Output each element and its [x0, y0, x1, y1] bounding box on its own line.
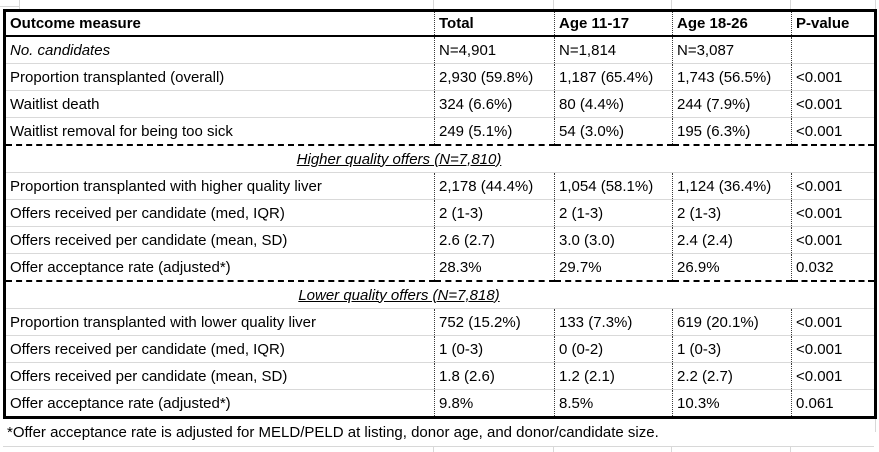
table-cell[interactable]: 1,124 (36.4%)	[672, 172, 792, 200]
table-cell[interactable]: <0.001	[791, 335, 876, 363]
table-cell[interactable]: 8.5%	[554, 389, 673, 418]
table-cell[interactable]: 10.3%	[672, 389, 792, 418]
table-row-offers-med-iqr-lower: Offers received per candidate (med, IQR)…	[4, 335, 876, 363]
row-label[interactable]: Offers received per candidate (med, IQR)	[4, 199, 435, 227]
table-cell[interactable]: 133 (7.3%)	[554, 308, 673, 336]
section-header-cell[interactable]: Lower quality offers (N=7,818)	[4, 281, 876, 309]
table-row-no-candidates: No. candidates N=4,901 N=1,814 N=3,087	[4, 36, 876, 64]
gridline	[433, 0, 434, 9]
table-cell[interactable]: 2.6 (2.7)	[434, 226, 555, 254]
gridline	[433, 447, 434, 452]
outcomes-table-sheet: Outcome measure Total Age 11-17 Age 18-2…	[3, 9, 877, 452]
row-label[interactable]: No. candidates	[4, 36, 435, 64]
table-row-waitlist-death: Waitlist death 324 (6.6%) 80 (4.4%) 244 …	[4, 90, 876, 118]
row-label[interactable]: Offers received per candidate (med, IQR)	[4, 335, 435, 363]
table-cell[interactable]: 619 (20.1%)	[672, 308, 792, 336]
outcomes-table: Outcome measure Total Age 11-17 Age 18-2…	[3, 9, 877, 419]
table-cell[interactable]: 324 (6.6%)	[434, 90, 555, 118]
table-cell[interactable]: 80 (4.4%)	[554, 90, 673, 118]
row-label[interactable]: Proportion transplanted with higher qual…	[4, 172, 435, 200]
table-row-offers-mean-sd-higher: Offers received per candidate (mean, SD)…	[4, 226, 876, 254]
table-cell[interactable]: <0.001	[791, 199, 876, 227]
table-cell[interactable]: 2.4 (2.4)	[672, 226, 792, 254]
gridline	[0, 6, 19, 7]
table-cell[interactable]: 1 (0-3)	[434, 335, 555, 363]
row-label[interactable]: Offer acceptance rate (adjusted*)	[4, 389, 435, 418]
col-header-p-value[interactable]: P-value	[791, 10, 876, 37]
table-cell[interactable]: <0.001	[791, 362, 876, 390]
table-cell[interactable]: 1,054 (58.1%)	[554, 172, 673, 200]
table-cell[interactable]: 2,930 (59.8%)	[434, 63, 555, 91]
row-label[interactable]: Offers received per candidate (mean, SD)	[4, 362, 435, 390]
table-cell[interactable]: N=4,901	[434, 36, 555, 64]
table-cell[interactable]: 28.3%	[434, 253, 555, 282]
table-cell[interactable]: 54 (3.0%)	[554, 117, 673, 146]
table-cell[interactable]: 1,187 (65.4%)	[554, 63, 673, 91]
table-cell[interactable]: 3.0 (3.0)	[554, 226, 673, 254]
row-label[interactable]: Waitlist removal for being too sick	[4, 117, 435, 146]
section-title: Lower quality offers (N=7,818)	[298, 286, 500, 304]
table-cell[interactable]: <0.001	[791, 172, 876, 200]
table-cell[interactable]: 249 (5.1%)	[434, 117, 555, 146]
table-cell[interactable]: 2.2 (2.7)	[672, 362, 792, 390]
table-cell[interactable]: 752 (15.2%)	[434, 308, 555, 336]
section-title: Higher quality offers (N=7,810)	[296, 150, 502, 168]
table-cell[interactable]: N=3,087	[672, 36, 792, 64]
table-row-offers-med-iqr-higher: Offers received per candidate (med, IQR)…	[4, 199, 876, 227]
table-cell[interactable]: <0.001	[791, 90, 876, 118]
table-cell[interactable]: N=1,814	[554, 36, 673, 64]
table-row-waitlist-removal: Waitlist removal for being too sick 249 …	[4, 117, 876, 146]
gridline	[553, 447, 554, 452]
table-cell[interactable]: 244 (7.9%)	[672, 90, 792, 118]
table-cell[interactable]: 2 (1-3)	[434, 199, 555, 227]
row-label[interactable]: Offer acceptance rate (adjusted*)	[4, 253, 435, 282]
table-cell[interactable]: <0.001	[791, 117, 876, 146]
table-cell[interactable]: 195 (6.3%)	[672, 117, 792, 146]
table-cell[interactable]: 1.2 (2.1)	[554, 362, 673, 390]
table-cell[interactable]: 0 (0-2)	[554, 335, 673, 363]
table-cell[interactable]: <0.001	[791, 63, 876, 91]
table-cell[interactable]: <0.001	[791, 308, 876, 336]
footnote[interactable]: *Offer acceptance rate is adjusted for M…	[3, 419, 874, 447]
table-cell[interactable]: 2 (1-3)	[672, 199, 792, 227]
gridline	[671, 0, 672, 9]
row-label[interactable]: Proportion transplanted (overall)	[4, 63, 435, 91]
table-row-offer-acceptance-higher: Offer acceptance rate (adjusted*) 28.3% …	[4, 253, 876, 282]
table-cell[interactable]: 9.8%	[434, 389, 555, 418]
section-header-lower-quality: Lower quality offers (N=7,818)	[4, 281, 876, 309]
table-cell[interactable]: <0.001	[791, 226, 876, 254]
sheet-gridlines-bottom	[3, 447, 874, 452]
col-header-outcome-measure[interactable]: Outcome measure	[4, 10, 435, 37]
table-header-row: Outcome measure Total Age 11-17 Age 18-2…	[4, 10, 876, 37]
section-header-higher-quality: Higher quality offers (N=7,810)	[4, 145, 876, 173]
table-cell[interactable]: 26.9%	[672, 253, 792, 282]
table-cell[interactable]: 29.7%	[554, 253, 673, 282]
table-cell[interactable]: 0.061	[791, 389, 876, 418]
col-header-age-11-17[interactable]: Age 11-17	[554, 10, 673, 37]
gridline	[790, 0, 791, 9]
table-row-proportion-lower-quality: Proportion transplanted with lower quali…	[4, 308, 876, 336]
table-cell[interactable]: 1.8 (2.6)	[434, 362, 555, 390]
table-cell[interactable]	[791, 36, 876, 64]
table-row-offer-acceptance-lower: Offer acceptance rate (adjusted*) 9.8% 8…	[4, 389, 876, 418]
row-label[interactable]: Waitlist death	[4, 90, 435, 118]
table-row-offers-mean-sd-lower: Offers received per candidate (mean, SD)…	[4, 362, 876, 390]
section-header-cell[interactable]: Higher quality offers (N=7,810)	[4, 145, 876, 173]
table-cell[interactable]: 1,743 (56.5%)	[672, 63, 792, 91]
col-header-total[interactable]: Total	[434, 10, 555, 37]
table-cell[interactable]: 0.032	[791, 253, 876, 282]
col-header-age-18-26[interactable]: Age 18-26	[672, 10, 792, 37]
row-label[interactable]: Proportion transplanted with lower quali…	[4, 308, 435, 336]
table-cell[interactable]: 1 (0-3)	[672, 335, 792, 363]
row-label[interactable]: Offers received per candidate (mean, SD)	[4, 226, 435, 254]
gridline	[671, 447, 672, 452]
table-cell[interactable]: 2 (1-3)	[554, 199, 673, 227]
table-row-proportion-higher-quality: Proportion transplanted with higher qual…	[4, 172, 876, 200]
gridline	[19, 0, 20, 9]
table-row-proportion-transplanted-overall: Proportion transplanted (overall) 2,930 …	[4, 63, 876, 91]
gridline	[790, 447, 791, 452]
table-cell[interactable]: 2,178 (44.4%)	[434, 172, 555, 200]
gridline	[553, 0, 554, 9]
